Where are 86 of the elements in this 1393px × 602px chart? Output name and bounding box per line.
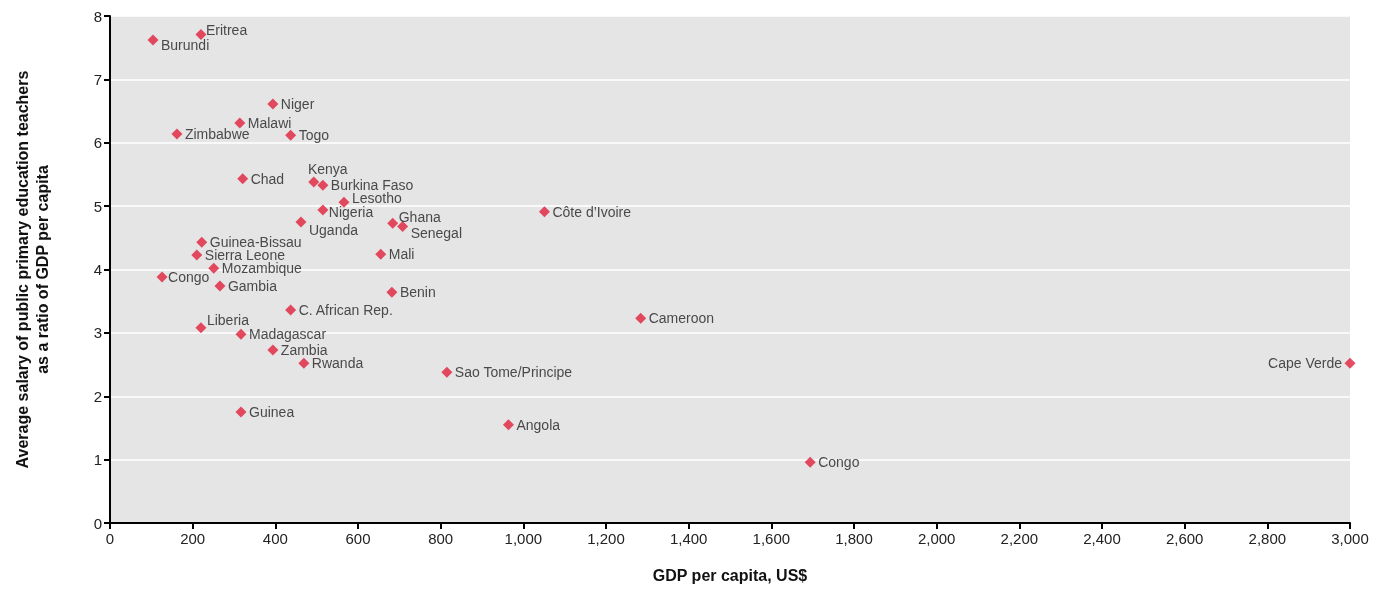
point [441, 366, 453, 378]
x-tick-label: 0 [105, 530, 115, 547]
x-tick-label: 3,000 [1331, 530, 1369, 547]
annotation: Liberia [206, 311, 250, 328]
annotation: Zambia [280, 341, 328, 358]
annotation: Congo [168, 269, 210, 286]
point [208, 262, 220, 274]
x-tick-label: 2,000 [917, 530, 956, 547]
annotation: Uganda [308, 221, 359, 238]
annotation: Rwanda [311, 355, 364, 372]
annotation: Togo [298, 127, 330, 144]
point [317, 179, 329, 191]
x-tick-label: 1,200 [587, 530, 625, 547]
point [375, 248, 387, 260]
x-tick-label: 1,800 [835, 530, 873, 547]
point [235, 328, 247, 340]
annotation: Côte d’Ivoire [552, 203, 632, 220]
point [804, 456, 816, 468]
y-tick-label: 3 [93, 324, 102, 342]
point [538, 206, 550, 218]
y-tick-label: 0 [93, 514, 102, 532]
point [1344, 357, 1356, 369]
point [191, 249, 203, 261]
point [635, 312, 647, 324]
point [308, 176, 320, 188]
y-tick-label: 8 [93, 7, 102, 25]
point [387, 217, 399, 229]
point [502, 419, 514, 431]
annotation: Ghana [398, 209, 441, 226]
annotation: Congo [818, 454, 860, 471]
point [267, 344, 279, 356]
y-tick-label: 1 [93, 451, 102, 469]
x-tick-label: 2,400 [1083, 530, 1121, 547]
annotation: Madagascar [249, 326, 327, 343]
annotation: Gambia [227, 277, 278, 294]
x-axis-title: GDP per capita, US$ [652, 566, 808, 584]
point [237, 173, 249, 185]
annotation: Burundi [160, 37, 210, 54]
annotation: Zimbabwe [184, 125, 250, 142]
point [214, 280, 226, 292]
annotation: Chad [250, 170, 285, 187]
annotation: Sierra Leone [204, 246, 286, 263]
x-tick-label: 2,200 [1000, 530, 1039, 547]
x-tick-label: 400 [262, 530, 288, 547]
point [171, 128, 183, 140]
x-tick-label: 1,000 [504, 530, 543, 547]
y-tick-label: 2 [93, 387, 102, 405]
annotation: Niger [280, 96, 315, 113]
x-tick-label: 1,600 [752, 530, 791, 547]
annotation: Cape Verde [1268, 355, 1343, 372]
y-tick-label: 7 [93, 70, 102, 88]
point [285, 129, 297, 141]
x-tick-label: 2,600 [1165, 530, 1204, 547]
annotation: Senegal [410, 225, 463, 242]
x-tick-label: 600 [345, 530, 371, 547]
point [195, 322, 207, 334]
y-axis-title: Average salary of public primary education teachers as a ratio of GDP per capita [13, 70, 51, 469]
x-tick-label: 200 [180, 530, 206, 547]
point [147, 34, 159, 46]
annotation: Benin [399, 284, 436, 301]
annotation: Angola [516, 416, 561, 433]
y-tick-label: 5 [93, 197, 102, 215]
annotation: Guinea [249, 404, 295, 421]
annotation: Sao Tome/Principe [454, 364, 573, 381]
annotation: Eritrea [205, 22, 248, 39]
point [298, 357, 310, 369]
x-tick-label: 1,400 [669, 530, 708, 547]
point [195, 28, 207, 40]
y-tick-label: 4 [93, 261, 102, 278]
annotation: Mozambique [221, 260, 303, 277]
annotation: Mali [388, 246, 415, 263]
point [295, 216, 307, 228]
annotation: Cameroon [648, 310, 715, 327]
point [196, 236, 208, 248]
y-tick-label: 6 [93, 134, 102, 152]
point [156, 271, 168, 283]
point [267, 98, 279, 110]
point [285, 304, 297, 316]
x-tick-label: 2,800 [1248, 530, 1287, 547]
point [235, 406, 247, 418]
x-tick-label: 800 [428, 530, 454, 547]
annotation: Kenya [307, 161, 348, 178]
annotation: C. African Rep. [298, 302, 393, 319]
point [317, 204, 329, 216]
point [386, 286, 398, 298]
annotation: Malawi [247, 115, 292, 132]
